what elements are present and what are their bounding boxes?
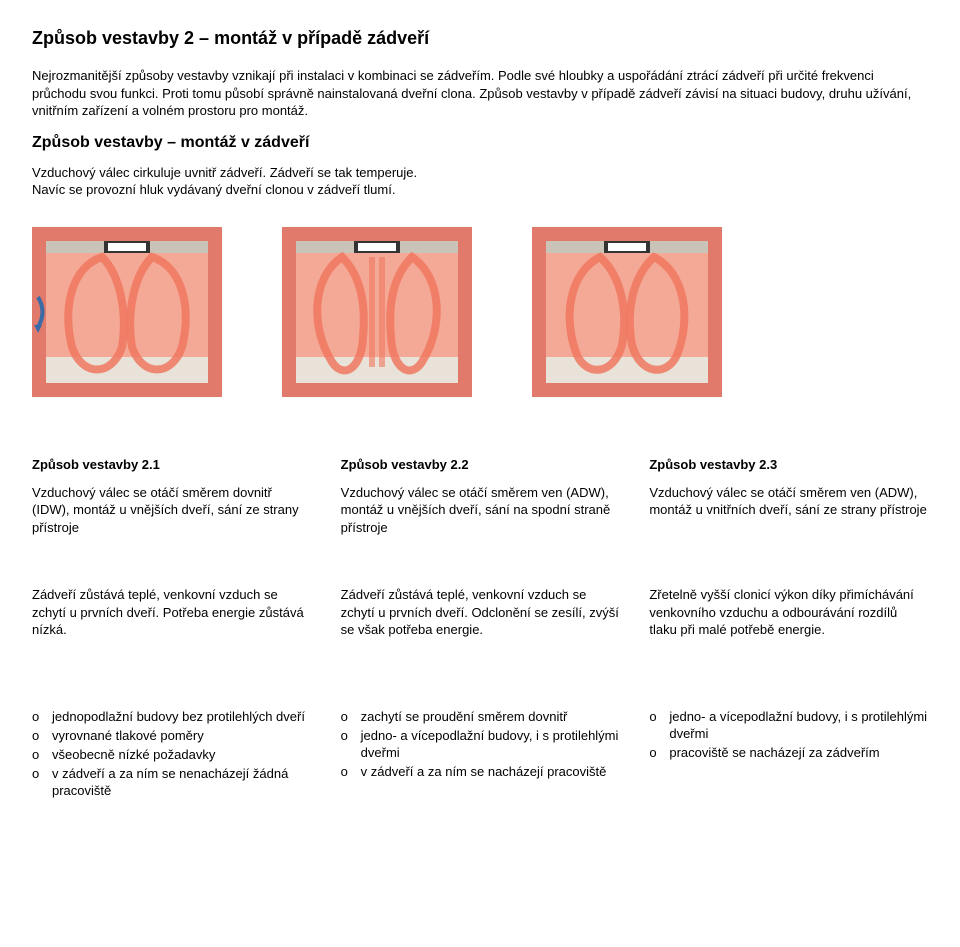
variant-heading: Způsob vestavby 2.3 [649, 457, 928, 472]
list-item: zachytí se proudění směrem dovnitř [341, 709, 620, 726]
diagram-2-3 [532, 227, 722, 397]
variant-note: Zádveří zůstává teplé, venkovní vzduch s… [32, 586, 311, 639]
list-item: vyrovnané tlakové poměry [32, 728, 311, 745]
list-item: jedno- a vícepodlažní budovy, i s protil… [341, 728, 620, 762]
list-item: pracoviště se nacházejí za zádveřím [649, 745, 928, 762]
diagram-2-1 [32, 227, 222, 397]
variant-desc: Vzduchový válec se otáčí směrem dovnitř … [32, 484, 311, 537]
list-item: jednopodlažní budovy bez protilehlých dv… [32, 709, 311, 726]
intro-paragraph: Nejrozmanitější způsoby vestavby vznikaj… [32, 67, 928, 120]
variant-bullets-row: jednopodlažní budovy bez protilehlých dv… [32, 709, 928, 801]
variant-note-row: Zádveří zůstává teplé, venkovní vzduch s… [32, 586, 928, 653]
list-item: jedno- a vícepodlažní budovy, i s protil… [649, 709, 928, 743]
diagram-2-2 [282, 227, 472, 397]
variant-heading: Způsob vestavby 2.2 [341, 457, 620, 472]
diagram-row [32, 227, 928, 397]
section-heading: Způsob vestavby – montáž v zádveří [32, 134, 928, 152]
variant-heading-row: Způsob vestavby 2.1 Vzduchový válec se o… [32, 457, 928, 551]
section-paragraph: Vzduchový válec cirkuluje uvnitř zádveří… [32, 164, 928, 199]
variant-desc: Vzduchový válec se otáčí směrem ven (ADW… [341, 484, 620, 537]
bullet-list: jedno- a vícepodlažní budovy, i s protil… [649, 709, 928, 762]
list-item: v zádveří a za ním se nenacházejí žádná … [32, 766, 311, 800]
bullet-list: zachytí se proudění směrem dovnitř jedno-… [341, 709, 620, 781]
page-title: Způsob vestavby 2 – montáž v případě zád… [32, 28, 928, 49]
variant-note: Zádveří zůstává teplé, venkovní vzduch s… [341, 586, 620, 639]
variant-note: Zřetelně vyšší clonicí výkon díky přimíc… [649, 586, 928, 639]
list-item: všeobecně nízké požadavky [32, 747, 311, 764]
variant-desc: Vzduchový válec se otáčí směrem ven (ADW… [649, 484, 928, 519]
list-item: v zádveří a za ním se nacházejí pracoviš… [341, 764, 620, 781]
bullet-list: jednopodlažní budovy bez protilehlých dv… [32, 709, 311, 799]
variant-heading: Způsob vestavby 2.1 [32, 457, 311, 472]
